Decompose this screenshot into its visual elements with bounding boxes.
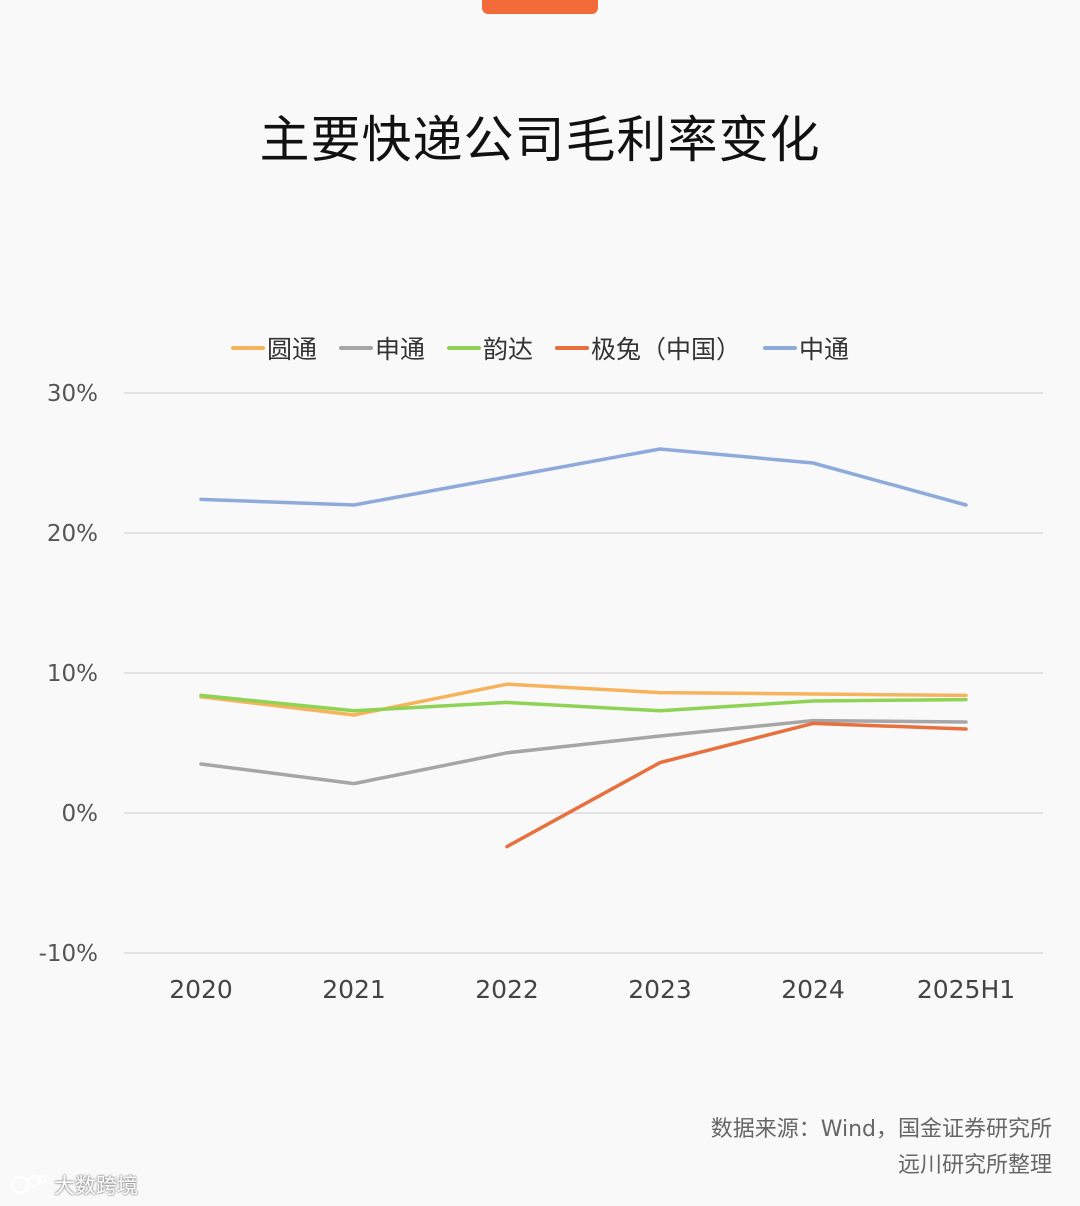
watermark-logo-icon [10,1174,47,1195]
legend-item: 极兔（中国） [555,330,741,366]
source-note: 数据来源：Wind，国金证券研究所 远川研究所整理 [711,1112,1052,1184]
line-chart: 30% 20% 10% 0% -10% 2020 2021 2022 2023 2024 2025H… [39,381,1043,1004]
y-tick-label: -10% [39,941,98,967]
series-line [199,682,968,717]
legend-item: 申通 [338,330,425,366]
series-line [505,721,968,849]
y-tick-label: 10% [47,661,98,687]
legend-swatch [338,346,373,350]
x-tick-label: 2025H1 [917,975,1015,1004]
legend-label: 韵达 [482,335,533,364]
watermark: 大数跨境 [10,1170,138,1200]
legend-label: 圆通 [266,335,317,364]
legend-label: 极兔（中国） [591,335,742,364]
legend-label: 中通 [799,335,850,364]
watermark-text: 大数跨境 [54,1174,138,1198]
y-tick-label: 20% [47,521,98,547]
x-tick-label: 2024 [781,975,845,1004]
legend-item: 韵达 [446,330,533,366]
x-tick-label: 2021 [322,975,386,1004]
x-tick-label: 2023 [628,975,692,1004]
chart-legend: 圆通 申通 韵达 极兔（中国） 中通 [0,330,1080,366]
series-line [199,693,968,713]
x-tick-label: 2022 [475,975,539,1004]
legend-item: 中通 [763,330,849,366]
legend-swatch [446,346,481,350]
legend-swatch [230,346,265,350]
legend-swatch [555,346,589,350]
chart-title: 主要快递公司毛利率变化 [259,111,821,169]
legend-item: 圆通 [230,330,317,366]
legend-label: 申通 [374,335,425,364]
series-line [199,447,968,507]
y-tick-label: 0% [62,801,99,827]
top-accent-tab [482,0,598,14]
source-line-1: 数据来源：Wind，国金证券研究所 [710,1117,1052,1142]
source-line-2: 远川研究所整理 [897,1153,1052,1178]
series-line [199,718,968,786]
y-tick-label: 30% [47,381,98,407]
x-tick-label: 2020 [169,975,233,1004]
legend-swatch [763,346,798,350]
